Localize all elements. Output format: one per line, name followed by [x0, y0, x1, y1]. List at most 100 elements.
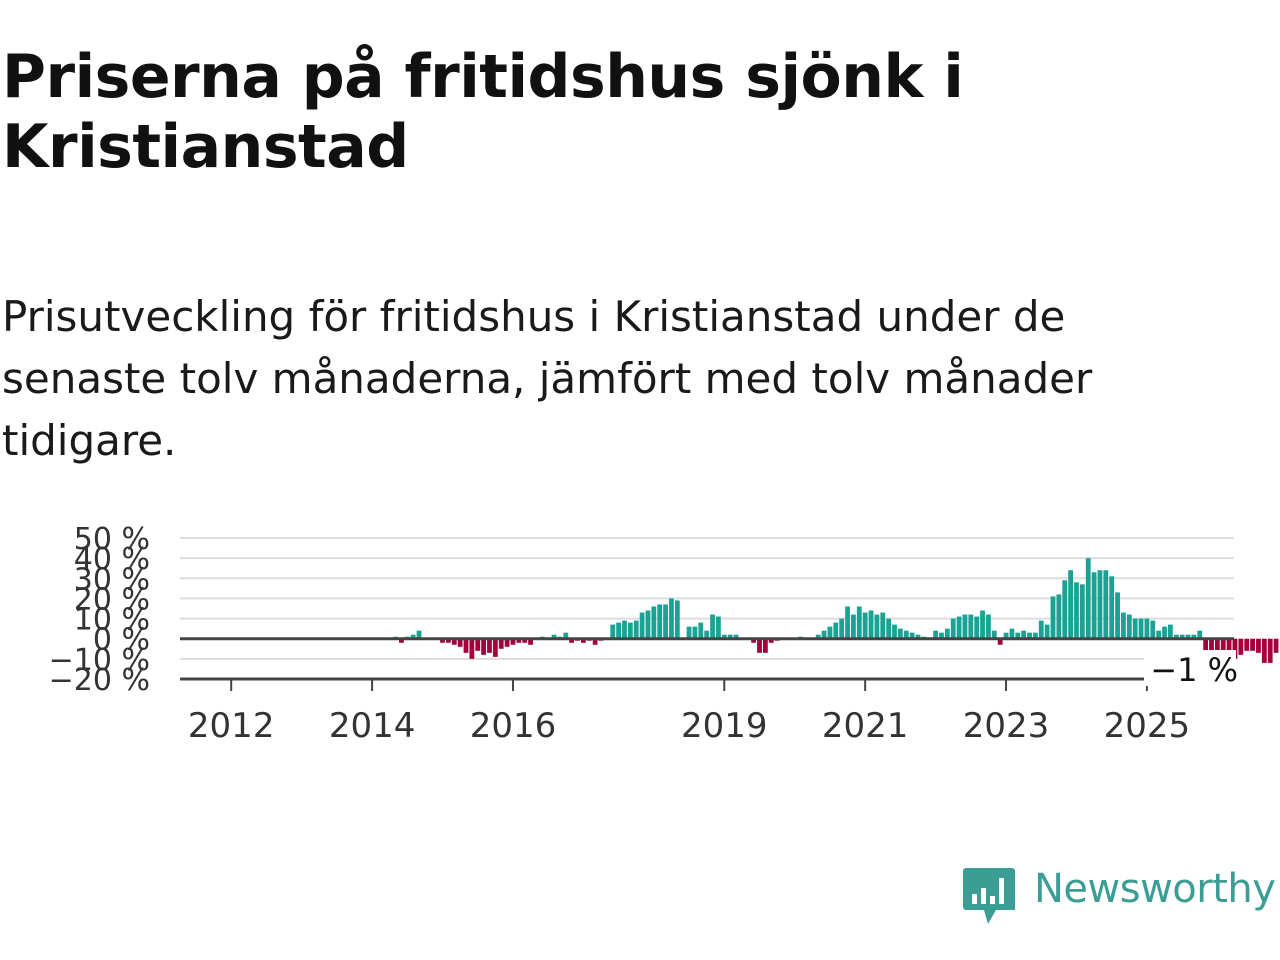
bar — [416, 630, 422, 639]
bar — [1132, 618, 1138, 639]
bar — [897, 628, 903, 639]
bar — [1144, 618, 1150, 639]
bar — [892, 624, 897, 639]
bar — [862, 612, 868, 639]
bar — [915, 634, 921, 639]
bar — [1027, 632, 1032, 639]
bar — [716, 616, 721, 639]
bar — [581, 638, 586, 643]
axes — [180, 637, 1234, 681]
x-tick-label: 2025 — [1104, 706, 1191, 746]
bar — [498, 638, 504, 649]
bar — [1038, 620, 1044, 639]
annotations: −1 % — [1144, 650, 1238, 689]
bar — [1085, 558, 1091, 639]
y-tick-label: 10 % — [74, 603, 150, 638]
newsworthy-bar-chart-icon — [963, 868, 1015, 924]
bar — [1044, 624, 1050, 639]
bar — [1079, 584, 1085, 639]
bar — [1150, 620, 1156, 639]
bar — [839, 618, 845, 639]
bars — [393, 558, 1279, 663]
bar-chart: 50 %40 %30 %20 %10 %0 %−10 %−20 % 2012 20… — [49, 522, 1279, 746]
bar — [757, 638, 762, 653]
bar — [504, 638, 510, 647]
y-tick-label: 30 % — [74, 562, 150, 597]
bar — [762, 638, 768, 653]
y-tick-label: 0 % — [93, 623, 150, 658]
bar — [440, 638, 445, 643]
bar — [868, 610, 874, 639]
bar — [1021, 630, 1027, 639]
x-tick-label: 2019 — [681, 706, 768, 746]
bar — [704, 630, 710, 639]
bar — [645, 610, 651, 639]
bar — [1156, 630, 1162, 639]
bar — [968, 614, 974, 639]
x-tick-label: 2021 — [822, 706, 909, 746]
bar — [933, 630, 938, 639]
bar — [751, 638, 757, 643]
bar — [487, 638, 492, 653]
bar — [874, 614, 880, 639]
bar — [886, 618, 892, 639]
bar — [768, 638, 774, 643]
bar — [962, 614, 968, 639]
bar — [522, 638, 528, 643]
bar — [610, 624, 616, 639]
bar — [528, 638, 533, 645]
bar — [1121, 612, 1126, 639]
bar — [451, 638, 457, 645]
bar — [1173, 634, 1179, 639]
bar — [1256, 638, 1261, 653]
bar — [710, 614, 715, 639]
bar — [686, 626, 692, 639]
bar — [1056, 594, 1062, 639]
bar — [909, 632, 915, 639]
bar — [721, 634, 727, 639]
bar — [1267, 638, 1273, 663]
bar — [457, 638, 463, 647]
chart-title: Priserna på fritidshus sjönk i Kristians… — [2, 42, 964, 182]
bar — [986, 614, 991, 639]
bar — [1003, 632, 1009, 639]
bar — [1203, 638, 1209, 651]
bar — [939, 632, 944, 639]
bar — [674, 600, 680, 639]
bar — [651, 606, 657, 639]
bar — [997, 638, 1003, 645]
bar — [592, 638, 598, 645]
bar — [1220, 638, 1226, 657]
gridlines — [180, 537, 1234, 660]
x-tick-label: 2016 — [470, 706, 557, 746]
bar — [727, 634, 733, 639]
bar — [622, 620, 627, 639]
bar — [481, 638, 487, 655]
bar — [1126, 614, 1132, 639]
bar — [516, 638, 522, 643]
chart-subtitle: Prisutveckling för fritidshus i Kristian… — [2, 292, 1093, 465]
bar — [1074, 582, 1079, 639]
x-tick-label: 2012 — [188, 706, 275, 746]
y-tick-label: −20 % — [49, 663, 150, 698]
bar — [692, 626, 698, 639]
y-tick-label: 50 % — [74, 522, 150, 557]
bar — [616, 622, 622, 639]
bar — [445, 638, 451, 643]
bar — [1250, 638, 1255, 651]
bar — [633, 620, 639, 639]
bar — [1097, 570, 1103, 639]
bar — [1109, 576, 1115, 639]
bar — [469, 638, 475, 659]
bar — [1238, 638, 1244, 655]
y-axis-tick-labels: 50 %40 %30 %20 %10 %0 %−10 %−20 % — [49, 522, 150, 698]
bar — [639, 612, 645, 639]
bar — [627, 622, 633, 639]
bar — [463, 638, 469, 653]
y-tick-label: 40 % — [74, 542, 150, 577]
bar — [880, 612, 886, 639]
bar — [1209, 638, 1214, 651]
bar — [1138, 618, 1144, 639]
bar — [569, 638, 575, 643]
bar — [851, 614, 856, 639]
